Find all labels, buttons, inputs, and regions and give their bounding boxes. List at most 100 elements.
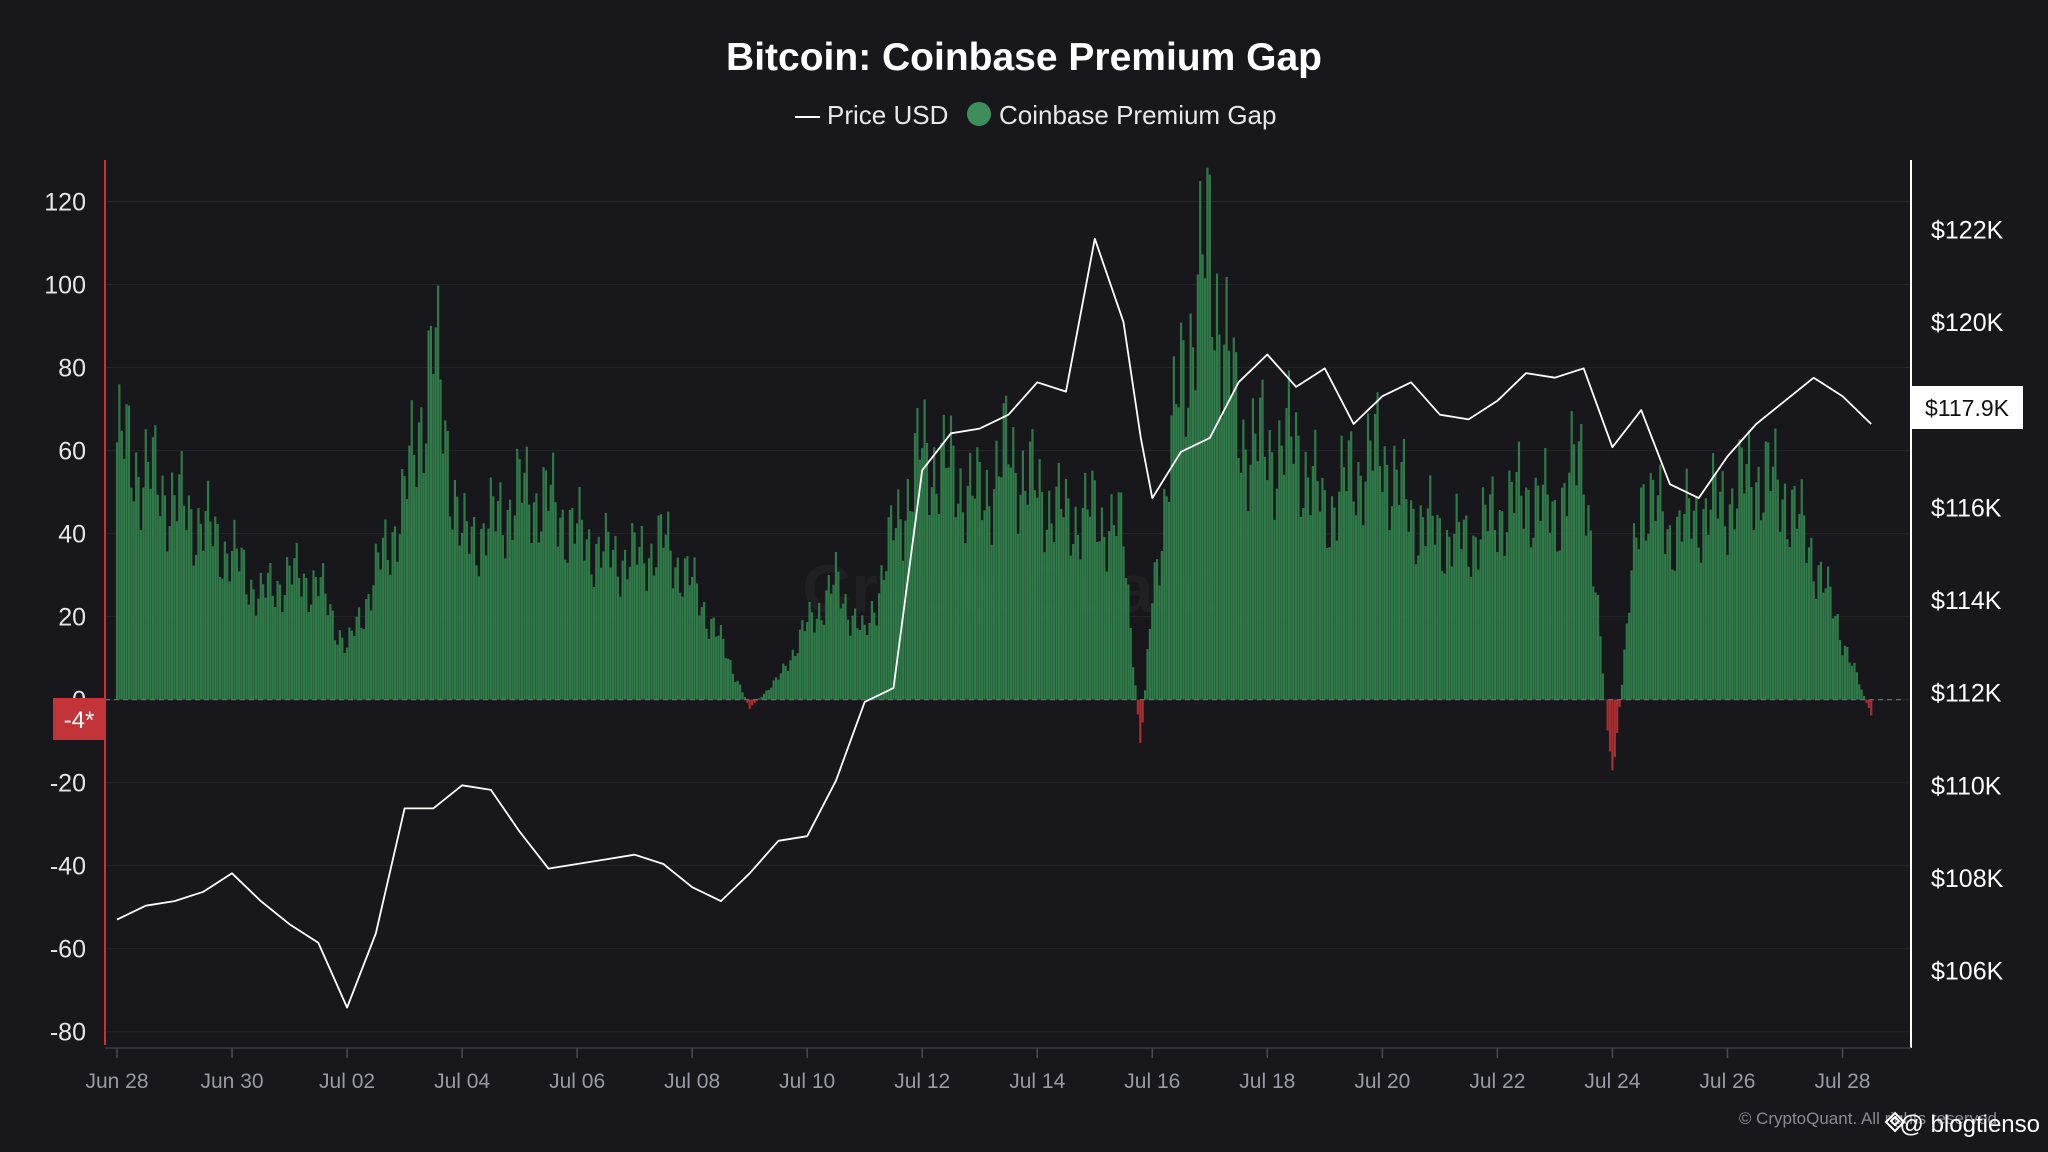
bar-positive: [1316, 481, 1319, 700]
bar-positive: [1757, 466, 1760, 700]
bar-positive: [456, 496, 459, 700]
bar-positive: [1788, 547, 1791, 700]
bar-positive: [410, 400, 413, 700]
bar-positive: [1189, 313, 1192, 700]
bar-positive: [1714, 474, 1717, 700]
bar-positive: [1124, 577, 1128, 700]
bar-positive: [784, 665, 787, 700]
bar-positive: [885, 571, 888, 700]
right-tick-label: $114K: [1931, 587, 2002, 615]
bar-positive: [1299, 516, 1302, 700]
bar-positive: [1333, 507, 1336, 700]
bar-positive: [477, 576, 480, 700]
bar-positive: [882, 580, 885, 700]
bar-positive: [1786, 539, 1789, 700]
bar-positive: [549, 484, 552, 700]
bar-positive: [204, 510, 207, 700]
bar-positive: [1211, 336, 1214, 700]
bar-positive: [1517, 441, 1521, 700]
bar-positive: [676, 557, 679, 700]
bar-positive: [1539, 520, 1542, 700]
bar-positive: [235, 548, 238, 700]
bar-positive: [858, 630, 862, 700]
footer-credit: © CryptoQuant. All rights reserved: [1739, 1109, 1997, 1128]
x-tick-label: Jul 06: [549, 1070, 605, 1093]
bar-positive: [1429, 475, 1432, 700]
bar-positive: [130, 487, 133, 700]
bar-positive: [782, 663, 785, 700]
bar-positive: [760, 696, 763, 700]
bar-positive: [1652, 479, 1655, 700]
bar-positive: [1031, 429, 1034, 700]
bar-positive: [357, 607, 361, 700]
bar-positive: [1680, 541, 1684, 700]
bar-positive: [482, 523, 485, 700]
bar-positive: [487, 528, 490, 700]
bar-positive: [149, 488, 152, 700]
bar-positive: [1654, 520, 1657, 700]
legend-item-price[interactable]: Price USD: [795, 100, 948, 130]
bar-positive: [190, 509, 193, 700]
bar-positive: [250, 579, 253, 700]
bar-positive: [264, 597, 267, 700]
bar-positive: [1191, 347, 1195, 700]
legend-item-premium-gap[interactable]: Coinbase Premium Gap: [967, 100, 1276, 130]
bar-positive: [1431, 515, 1434, 700]
bar-positive: [295, 542, 298, 700]
bar-positive: [1069, 555, 1072, 700]
bar-positive: [561, 509, 564, 700]
bar-positive: [863, 624, 866, 700]
bar-positive: [770, 687, 773, 700]
bar-positive: [1364, 481, 1367, 700]
bar-positive: [381, 537, 385, 700]
bar-positive: [1213, 350, 1216, 700]
bar-positive: [693, 557, 696, 700]
bar-positive: [451, 529, 454, 700]
bar-positive: [573, 543, 576, 700]
bar-positive: [1026, 504, 1029, 700]
bar-positive: [942, 414, 945, 700]
bar-positive: [480, 528, 483, 700]
left-tick-label: -20: [50, 770, 86, 798]
bar-positive: [1347, 440, 1350, 700]
bar-positive: [566, 562, 569, 700]
bar-positive: [1481, 487, 1485, 700]
bar-positive: [1642, 484, 1645, 700]
bar-positive: [523, 472, 526, 700]
bar-positive: [647, 558, 651, 700]
bar-positive: [446, 430, 449, 700]
bar-positive: [1838, 640, 1842, 700]
bar-positive: [1247, 511, 1250, 700]
bar-positive: [1170, 415, 1173, 700]
bar-positive: [1589, 530, 1592, 700]
bar-positive: [731, 673, 734, 700]
bar-positive: [1572, 444, 1576, 700]
bar-positive: [1311, 466, 1314, 700]
bar-positive: [643, 563, 646, 700]
left-tick-label: 60: [58, 438, 86, 466]
bar-positive: [585, 539, 588, 700]
bar-positive: [504, 558, 507, 700]
current-gap-value: -4*: [64, 707, 95, 734]
bar-positive: [422, 473, 425, 700]
bar-positive: [590, 574, 593, 700]
bar-positive: [1081, 507, 1084, 700]
bar-positive: [1038, 459, 1041, 700]
right-tick-label: $112K: [1931, 680, 2002, 708]
bar-positive: [1225, 276, 1228, 700]
bar-positive: [499, 482, 502, 700]
bar-positive: [1424, 546, 1427, 700]
bar-positive: [281, 612, 284, 700]
bar-positive: [928, 514, 931, 700]
bar-positive: [211, 546, 214, 700]
bar-positive: [348, 627, 351, 700]
bar-positive: [1148, 628, 1151, 700]
bar-positive: [1414, 564, 1418, 700]
bar-positive: [1441, 570, 1444, 700]
x-tick-label: Jun 30: [201, 1070, 264, 1093]
bar-positive: [173, 495, 176, 700]
bar-positive: [223, 541, 226, 700]
bar-positive: [904, 520, 907, 700]
bar-positive: [937, 513, 941, 700]
